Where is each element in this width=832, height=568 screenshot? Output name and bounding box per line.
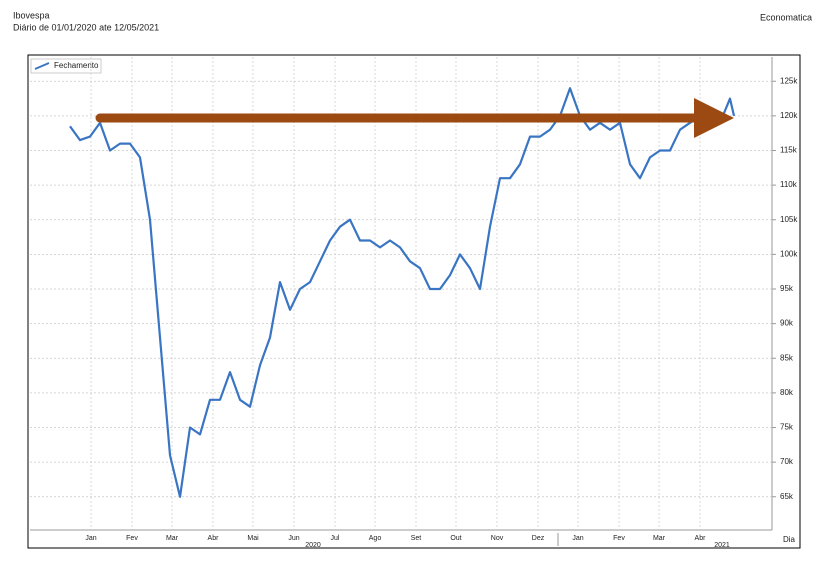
x-tick-label: Mar	[166, 535, 179, 542]
x-tick-label: Abr	[208, 535, 220, 542]
legend-label: Fechamento	[54, 61, 99, 70]
x-tick-label: Jul	[331, 535, 340, 542]
chart-subtitle: Diário de 01/01/2020 ate 12/05/2021	[13, 22, 159, 32]
y-tick-label: 110k	[780, 180, 798, 189]
y-tick-label: 70k	[780, 457, 794, 466]
y-tick-label: 95k	[780, 284, 794, 293]
x-tick-label: Dez	[532, 535, 545, 542]
x-tick-label: Out	[450, 535, 461, 542]
arrow-annotation	[95, 98, 734, 138]
x-tick-label: Fev	[613, 535, 625, 542]
x-axis-label: Dia	[783, 535, 796, 544]
x-tick-label: Nov	[491, 535, 504, 542]
x-tick-label: Set	[411, 535, 422, 542]
y-tick-label: 85k	[780, 353, 794, 362]
x-tick-label: Fev	[126, 535, 138, 542]
y-tick-label: 65k	[780, 492, 794, 501]
x-tick-label: Jan	[572, 535, 583, 542]
y-tick-label: 105k	[780, 215, 798, 224]
y-tick-label: 80k	[780, 388, 794, 397]
y-tick-label: 100k	[780, 249, 798, 258]
year-label: 2020	[305, 542, 321, 549]
x-tick-label: Mai	[247, 535, 259, 542]
y-tick-label: 90k	[780, 319, 794, 328]
y-tick-label: 75k	[780, 423, 794, 432]
y-tick-label: 120k	[780, 111, 798, 120]
year-label: 2021	[714, 542, 730, 549]
frame	[27, 54, 801, 549]
x-tick-label: Ago	[369, 535, 382, 542]
source: Economatica	[760, 12, 812, 22]
chart-title: Ibovespa	[13, 10, 50, 20]
x-tick-label: Mar	[653, 535, 666, 542]
line	[69, 87, 736, 498]
x-tick-label: Jan	[85, 535, 96, 542]
x-tick-label: Jun	[288, 535, 299, 542]
y-tick-label: 125k	[780, 76, 798, 85]
x-tick-label: Abr	[695, 535, 707, 542]
legend-swatch	[34, 62, 50, 70]
y-tick-label: 115k	[780, 146, 798, 155]
